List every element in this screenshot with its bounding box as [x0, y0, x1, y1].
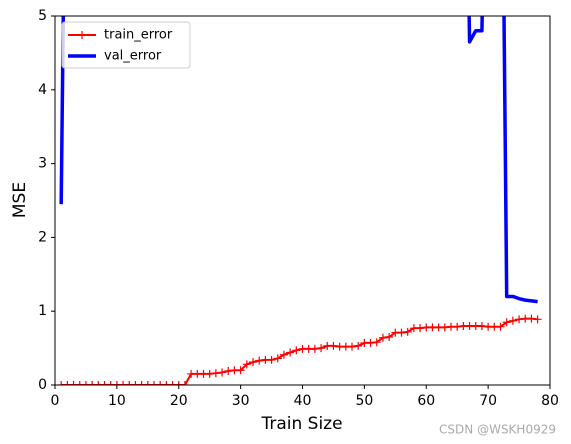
point-marker: [378, 333, 387, 342]
point-marker: [150, 381, 158, 385]
x-tick-label: 30: [232, 393, 250, 409]
y-tick-label: 1: [38, 303, 47, 319]
point-marker: [57, 381, 66, 385]
point-marker: [477, 321, 486, 330]
point-marker: [453, 322, 462, 331]
series-line: [61, 317, 538, 385]
y-tick-label: 3: [38, 156, 47, 172]
point-marker: [131, 381, 140, 385]
point-marker: [205, 369, 214, 378]
point-marker: [273, 354, 282, 363]
x-tick-label: 50: [355, 393, 373, 409]
point-marker: [515, 315, 524, 324]
x-tick-label: 70: [479, 393, 497, 409]
y-axis-label: MSE: [10, 182, 30, 218]
point-marker: [508, 316, 517, 325]
point-marker: [125, 381, 134, 385]
point-marker: [440, 323, 449, 332]
legend-marker: [78, 31, 86, 39]
point-marker: [255, 356, 264, 365]
point-marker: [75, 381, 84, 385]
point-marker: [100, 381, 109, 385]
point-marker: [348, 342, 356, 351]
point-marker: [366, 338, 375, 347]
point-marker: [533, 315, 542, 324]
point-marker: [496, 322, 505, 331]
point-marker: [180, 381, 189, 385]
point-marker: [372, 338, 381, 347]
plot-area: [57, 16, 542, 385]
point-marker: [211, 369, 220, 378]
point-marker: [224, 366, 233, 375]
x-tick-label: 60: [417, 393, 435, 409]
point-marker: [112, 381, 121, 385]
point-marker: [286, 348, 295, 357]
x-tick-label: 0: [51, 393, 60, 409]
point-marker: [94, 381, 103, 385]
x-axis-label: Train Size: [260, 414, 342, 434]
point-marker: [279, 350, 288, 359]
point-marker: [416, 324, 425, 333]
point-marker: [143, 381, 152, 385]
y-tick-label: 2: [38, 229, 47, 245]
point-marker: [310, 344, 319, 353]
point-marker: [88, 381, 97, 385]
point-marker: [69, 381, 78, 385]
x-tick-label: 20: [170, 393, 188, 409]
y-tick-label: 4: [38, 82, 47, 98]
point-marker: [63, 381, 72, 385]
point-marker: [242, 360, 251, 369]
y-tick-label: 5: [38, 8, 47, 24]
point-marker: [174, 381, 183, 385]
point-marker: [267, 355, 276, 364]
point-marker: [137, 381, 146, 385]
point-marker: [218, 368, 227, 377]
point-marker: [397, 328, 406, 337]
point-marker: [162, 381, 171, 385]
point-marker: [119, 381, 128, 385]
legend-label: val_error: [104, 49, 162, 64]
legend-label: train_error: [104, 28, 173, 43]
point-marker: [502, 318, 511, 327]
point-marker: [81, 381, 90, 385]
point-marker: [403, 327, 412, 336]
point-marker: [292, 346, 301, 355]
x-tick-label: 40: [294, 393, 312, 409]
point-marker: [329, 341, 338, 350]
point-marker: [249, 358, 257, 367]
point-marker: [354, 341, 363, 350]
y-tick-label: 0: [38, 377, 47, 393]
point-marker: [106, 381, 115, 385]
point-marker: [168, 381, 177, 385]
point-marker: [236, 366, 245, 375]
x-tick-label: 10: [108, 393, 126, 409]
x-tick-label: 80: [541, 393, 559, 409]
point-marker: [317, 344, 326, 353]
point-marker: [156, 381, 165, 385]
point-marker: [527, 314, 536, 323]
watermark: CSDN @WSKH0929: [439, 423, 556, 437]
point-marker: [385, 333, 394, 342]
